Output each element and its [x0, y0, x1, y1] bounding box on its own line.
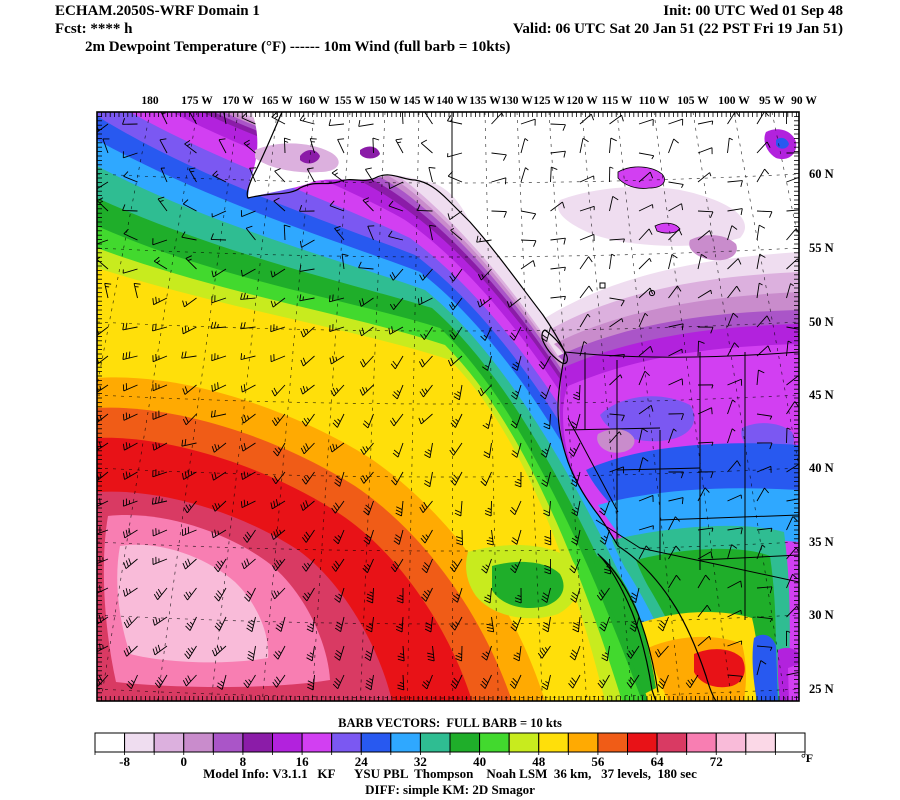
diffusion-info: DIFF: simple KM: 2D Smagor [365, 782, 535, 797]
colorbar-tick-label: 40 [473, 754, 486, 769]
colorbar-cell [183, 732, 214, 753]
lon-label: 165 W [261, 95, 293, 107]
model-info: Model Info: V3.1.1 KF YSU PBL Thompson N… [203, 766, 697, 781]
lon-label: 115 W [602, 95, 633, 107]
colorbar-cell [538, 732, 569, 753]
lon-label: 140 W [436, 95, 468, 107]
colorbar-tick-label: 32 [414, 754, 427, 769]
colorbar-cell [686, 732, 717, 753]
colorbar-cell [272, 732, 303, 753]
lon-label: 120 W [566, 95, 598, 107]
colorbar-unit: °F [801, 751, 813, 765]
lon-label: 90 W [791, 95, 817, 107]
colorbar-tick-label: 48 [532, 754, 546, 769]
lat-label: 55 N [809, 241, 834, 255]
colorbar-tick-label: 8 [240, 754, 247, 769]
colorbar-cell [94, 732, 126, 753]
lon-label: 145 W [403, 95, 435, 107]
lon-label: 110 W [639, 95, 670, 107]
colorbar-tick-label: 24 [355, 754, 369, 769]
colorbar-cell [745, 732, 776, 753]
colorbar-cell [567, 732, 599, 753]
colorbar: -8 0 8 16 24 32 40 48 56 64 72 °F [94, 732, 813, 769]
graticule-lines [97, 112, 799, 701]
init-time: Init: 00 UTC Wed 01 Sep 48 [663, 3, 843, 19]
colorbar-cell [390, 732, 421, 753]
lon-label: 155 W [334, 95, 366, 107]
lat-label: 60 N [809, 167, 834, 181]
lat-label: 45 N [809, 388, 834, 402]
colorbar-cell [508, 732, 540, 753]
lon-label: 160 W [298, 95, 330, 107]
colorbar-tick-label: -8 [119, 754, 130, 769]
lat-label: 40 N [809, 461, 834, 475]
lon-label: 135 W [469, 95, 501, 107]
colorbar-cell [331, 732, 362, 753]
political-borders [451, 112, 799, 620]
colorbar-cell [656, 732, 688, 753]
colorbar-tick-label: 56 [591, 754, 605, 769]
station-circle-marker [648, 289, 656, 297]
lon-label: 100 W [718, 95, 750, 107]
lat-label: 25 N [809, 682, 834, 696]
colorbar-cell [242, 732, 274, 753]
axis-ticks [96, 111, 799, 701]
longitude-axis: 180 175 W 170 W 165 W 160 W 155 W 150 W 145 W 14… [141, 95, 817, 107]
forecast-hour: Fcst: **** h [55, 21, 133, 37]
lat-label: 35 N [809, 535, 834, 549]
valid-time: Valid: 06 UTC Sat 20 Jan 51 (22 PST Fri … [512, 21, 843, 37]
colorbar-cell [449, 732, 481, 753]
lon-label: 130 W [501, 95, 533, 107]
lon-label: 95 W [759, 95, 785, 107]
colorbar-cell [419, 732, 451, 753]
lat-label: 50 N [809, 315, 834, 329]
colorbar-cell [627, 732, 658, 753]
field-title: 2m Dewpoint Temperature (°F) ------ 10m … [85, 39, 511, 55]
colorbar-cell [124, 732, 155, 753]
lat-label: 30 N [809, 608, 834, 622]
colorbar-cell [212, 732, 244, 753]
colorbar-cell [715, 732, 747, 753]
barb-caption: BARB VECTORS: FULL BARB = 10 kts [338, 716, 562, 730]
station-square-marker [599, 282, 606, 289]
map-field [97, 112, 799, 701]
lon-label: 150 W [369, 95, 401, 107]
model-title: ECHAM.2050S-WRF Domain 1 [55, 3, 260, 19]
lon-label: 105 W [677, 95, 709, 107]
coastlines [246, 112, 717, 701]
colorbar-cell [479, 732, 510, 753]
colorbar-tick-label: 0 [181, 754, 188, 769]
colorbar-cell [301, 732, 333, 753]
colorbar-tick-label: 64 [651, 754, 665, 769]
colorbar-tick-label: 16 [296, 754, 310, 769]
latitude-axis: 60 N 55 N 50 N 45 N 40 N 35 N 30 N 25 N [809, 167, 834, 696]
colorbar-cell [597, 732, 629, 753]
colorbar-cell [360, 732, 392, 753]
lon-label: 180 [141, 95, 159, 107]
lon-label: 175 W [181, 95, 213, 107]
lon-label: 170 W [222, 95, 254, 107]
colorbar-cell [774, 732, 806, 753]
lon-label: 125 W [533, 95, 565, 107]
colorbar-cell [153, 732, 185, 753]
colorbar-tick-label: 72 [710, 754, 723, 769]
